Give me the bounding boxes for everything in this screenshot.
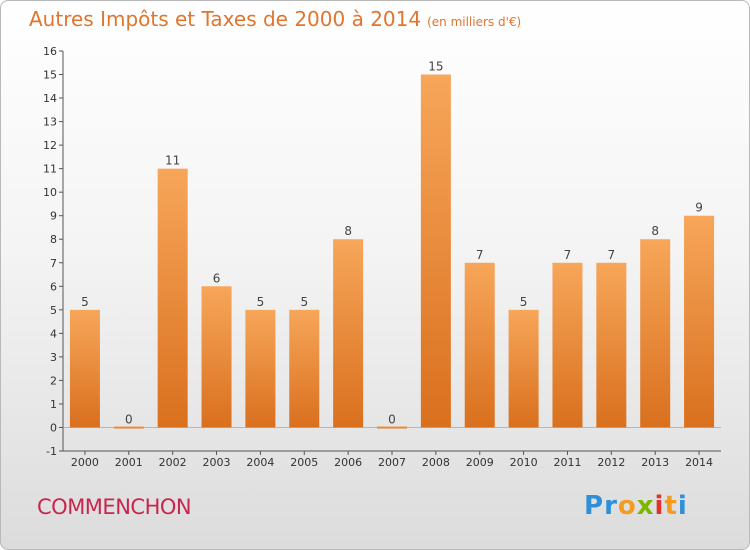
y-tick-label: 14 (43, 92, 57, 105)
logo-letter: P (584, 491, 605, 521)
x-tick-label-2001: 2001 (115, 456, 143, 469)
x-tick-label-2003: 2003 (203, 456, 231, 469)
y-tick-label: 10 (43, 186, 57, 199)
logo-letter: t (664, 491, 678, 521)
y-tick-label: 8 (50, 233, 57, 246)
bar-2013 (640, 239, 671, 428)
y-tick-label: 5 (50, 304, 57, 317)
x-tick-label-2000: 2000 (71, 456, 99, 469)
y-tick-label: 0 (50, 421, 57, 434)
bar-2000 (69, 309, 100, 428)
y-tick-label: 7 (50, 257, 57, 270)
chart-subtitle: (en milliers d'€) (427, 15, 522, 29)
bar-2004 (245, 309, 276, 428)
x-tick-label-2007: 2007 (378, 456, 406, 469)
value-label-2014: 9 (695, 201, 703, 215)
proxiti-logo[interactable]: Proxiti (584, 491, 688, 521)
value-label-2007: 0 (388, 412, 396, 426)
x-tick-label-2010: 2010 (510, 456, 538, 469)
bar-2005 (289, 309, 320, 428)
value-label-2011: 7 (564, 248, 572, 262)
y-tick-label: 13 (43, 116, 57, 129)
value-label-2002: 11 (165, 154, 180, 168)
y-tick-label: 2 (50, 374, 57, 387)
bar-2001 (113, 426, 144, 429)
chart-bars (69, 74, 715, 429)
bar-2009 (464, 262, 495, 428)
bar-2007 (377, 426, 407, 429)
chart-title-text: Autres Impôts et Taxes de 2000 à 2014 (29, 7, 422, 31)
y-tick-label: 4 (50, 327, 57, 340)
chart-title: Autres Impôts et Taxes de 2000 à 2014 (en… (29, 7, 521, 31)
x-tick-label-2009: 2009 (466, 456, 494, 469)
bar-2011 (552, 262, 583, 428)
value-label-2000: 5 (81, 295, 89, 309)
chart-labels: 5 0 11 6 5 5 8 0 15 7 5 7 7 8 9 (81, 60, 703, 427)
bar-2003 (201, 286, 232, 428)
bar-2012 (596, 262, 627, 428)
y-tick-label: 16 (43, 45, 57, 58)
logo-letter: i (677, 491, 688, 521)
value-label-2001: 0 (125, 412, 133, 426)
bar-2008 (420, 74, 451, 428)
x-tick-label-2012: 2012 (597, 456, 625, 469)
bar-2014 (684, 215, 715, 428)
y-tick-label: 9 (50, 210, 57, 223)
logo-letter: r (604, 491, 618, 521)
x-tick-label-2013: 2013 (641, 456, 669, 469)
logo-letter: x (636, 491, 655, 521)
bar-2006 (333, 239, 364, 428)
y-tick-label: 11 (43, 163, 57, 176)
x-tick-label-2004: 2004 (246, 456, 274, 469)
y-tick-label: 6 (50, 280, 57, 293)
x-tick-label-2011: 2011 (553, 456, 581, 469)
x-tick-label-2006: 2006 (334, 456, 362, 469)
bar-2010 (508, 309, 539, 428)
y-tick-label: -1 (46, 445, 57, 458)
value-label-2010: 5 (520, 295, 528, 309)
bar-2002 (157, 168, 188, 428)
logo-letter: i (654, 491, 665, 521)
value-label-2005: 5 (300, 295, 308, 309)
logo-letter: o (617, 491, 637, 521)
x-tick-label-2005: 2005 (290, 456, 318, 469)
x-tick-label-2014: 2014 (685, 456, 713, 469)
value-label-2009: 7 (476, 248, 484, 262)
y-tick-label: 12 (43, 139, 57, 152)
x-tick-label-2008: 2008 (422, 456, 450, 469)
value-label-2012: 7 (608, 248, 616, 262)
x-tick-label-2002: 2002 (159, 456, 187, 469)
commune-name: COMMENCHON (37, 495, 192, 519)
value-label-2006: 8 (344, 224, 352, 238)
value-label-2008: 15 (428, 60, 443, 74)
value-label-2013: 8 (651, 224, 659, 238)
y-tick-label: 1 (50, 398, 57, 411)
value-label-2004: 5 (257, 295, 265, 309)
y-tick-label: 3 (50, 351, 57, 364)
value-label-2003: 6 (213, 271, 221, 285)
y-tick-label: 15 (43, 69, 57, 82)
